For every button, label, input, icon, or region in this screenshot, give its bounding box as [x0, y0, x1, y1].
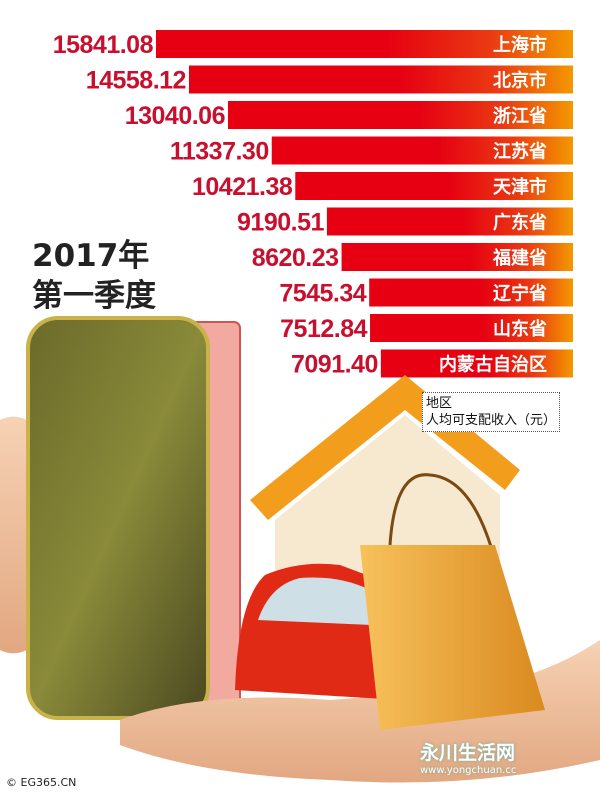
bar [370, 314, 573, 342]
category-label: 上海市 [493, 34, 547, 56]
hand [120, 640, 600, 783]
car-windshield [258, 577, 372, 625]
legend: 地区 人均可支配收入（元） [422, 392, 561, 432]
wallet [26, 316, 210, 720]
bar [380, 349, 573, 378]
value-label: 7545.34 [279, 280, 366, 308]
watermark-eg365: © EG365.CN [6, 776, 77, 789]
shopping-bag [360, 545, 545, 730]
shopping-bag-handle [388, 473, 494, 551]
bar [295, 172, 573, 200]
period-year: 2017年 [32, 238, 150, 274]
value-label: 15841.08 [53, 31, 154, 59]
category-label: 内蒙古自治区 [439, 354, 547, 376]
watermark-url: www.yongchuan.cc [420, 765, 517, 776]
bar [271, 136, 573, 165]
legend-region-label: 地区 [426, 396, 453, 411]
value-label: 13040.06 [125, 102, 225, 130]
category-label: 天津市 [493, 176, 547, 198]
legend-income-label: 人均可支配收入（元） [426, 413, 557, 428]
value-label: 14558.12 [86, 67, 186, 95]
watermark-yongchuan: 永川生活网 www.yongchuan.cc [420, 738, 516, 776]
bar [341, 243, 573, 271]
value-label: 7512.84 [280, 315, 367, 343]
category-label: 广东省 [493, 212, 547, 234]
bar [227, 101, 574, 129]
value-label: 10421.38 [192, 173, 293, 201]
bar [369, 278, 573, 307]
period-quarter: 第一季度 [32, 278, 156, 314]
illustration [0, 316, 600, 783]
bar [188, 65, 573, 94]
bar [326, 207, 573, 236]
bars-group: 15841.08 上海市 14558.12 北京市 13040.06 浙江省 11337.3… [53, 30, 574, 379]
value-label: 7091.40 [291, 351, 378, 379]
value-label: 9190.51 [237, 209, 324, 237]
value-label: 8620.23 [252, 244, 339, 272]
category-label: 江苏省 [493, 141, 547, 163]
category-label: 山东省 [493, 318, 547, 340]
house-roof [250, 375, 520, 520]
value-label: 11337.30 [170, 138, 269, 166]
category-label: 福建省 [492, 247, 547, 269]
category-label: 辽宁省 [493, 283, 547, 305]
category-label: 北京市 [493, 70, 547, 92]
category-label: 浙江省 [493, 105, 547, 127]
period-title: 2017年 第一季度 [32, 236, 156, 316]
watermark-title: 永川生活网 [420, 742, 516, 764]
bar [156, 30, 573, 58]
